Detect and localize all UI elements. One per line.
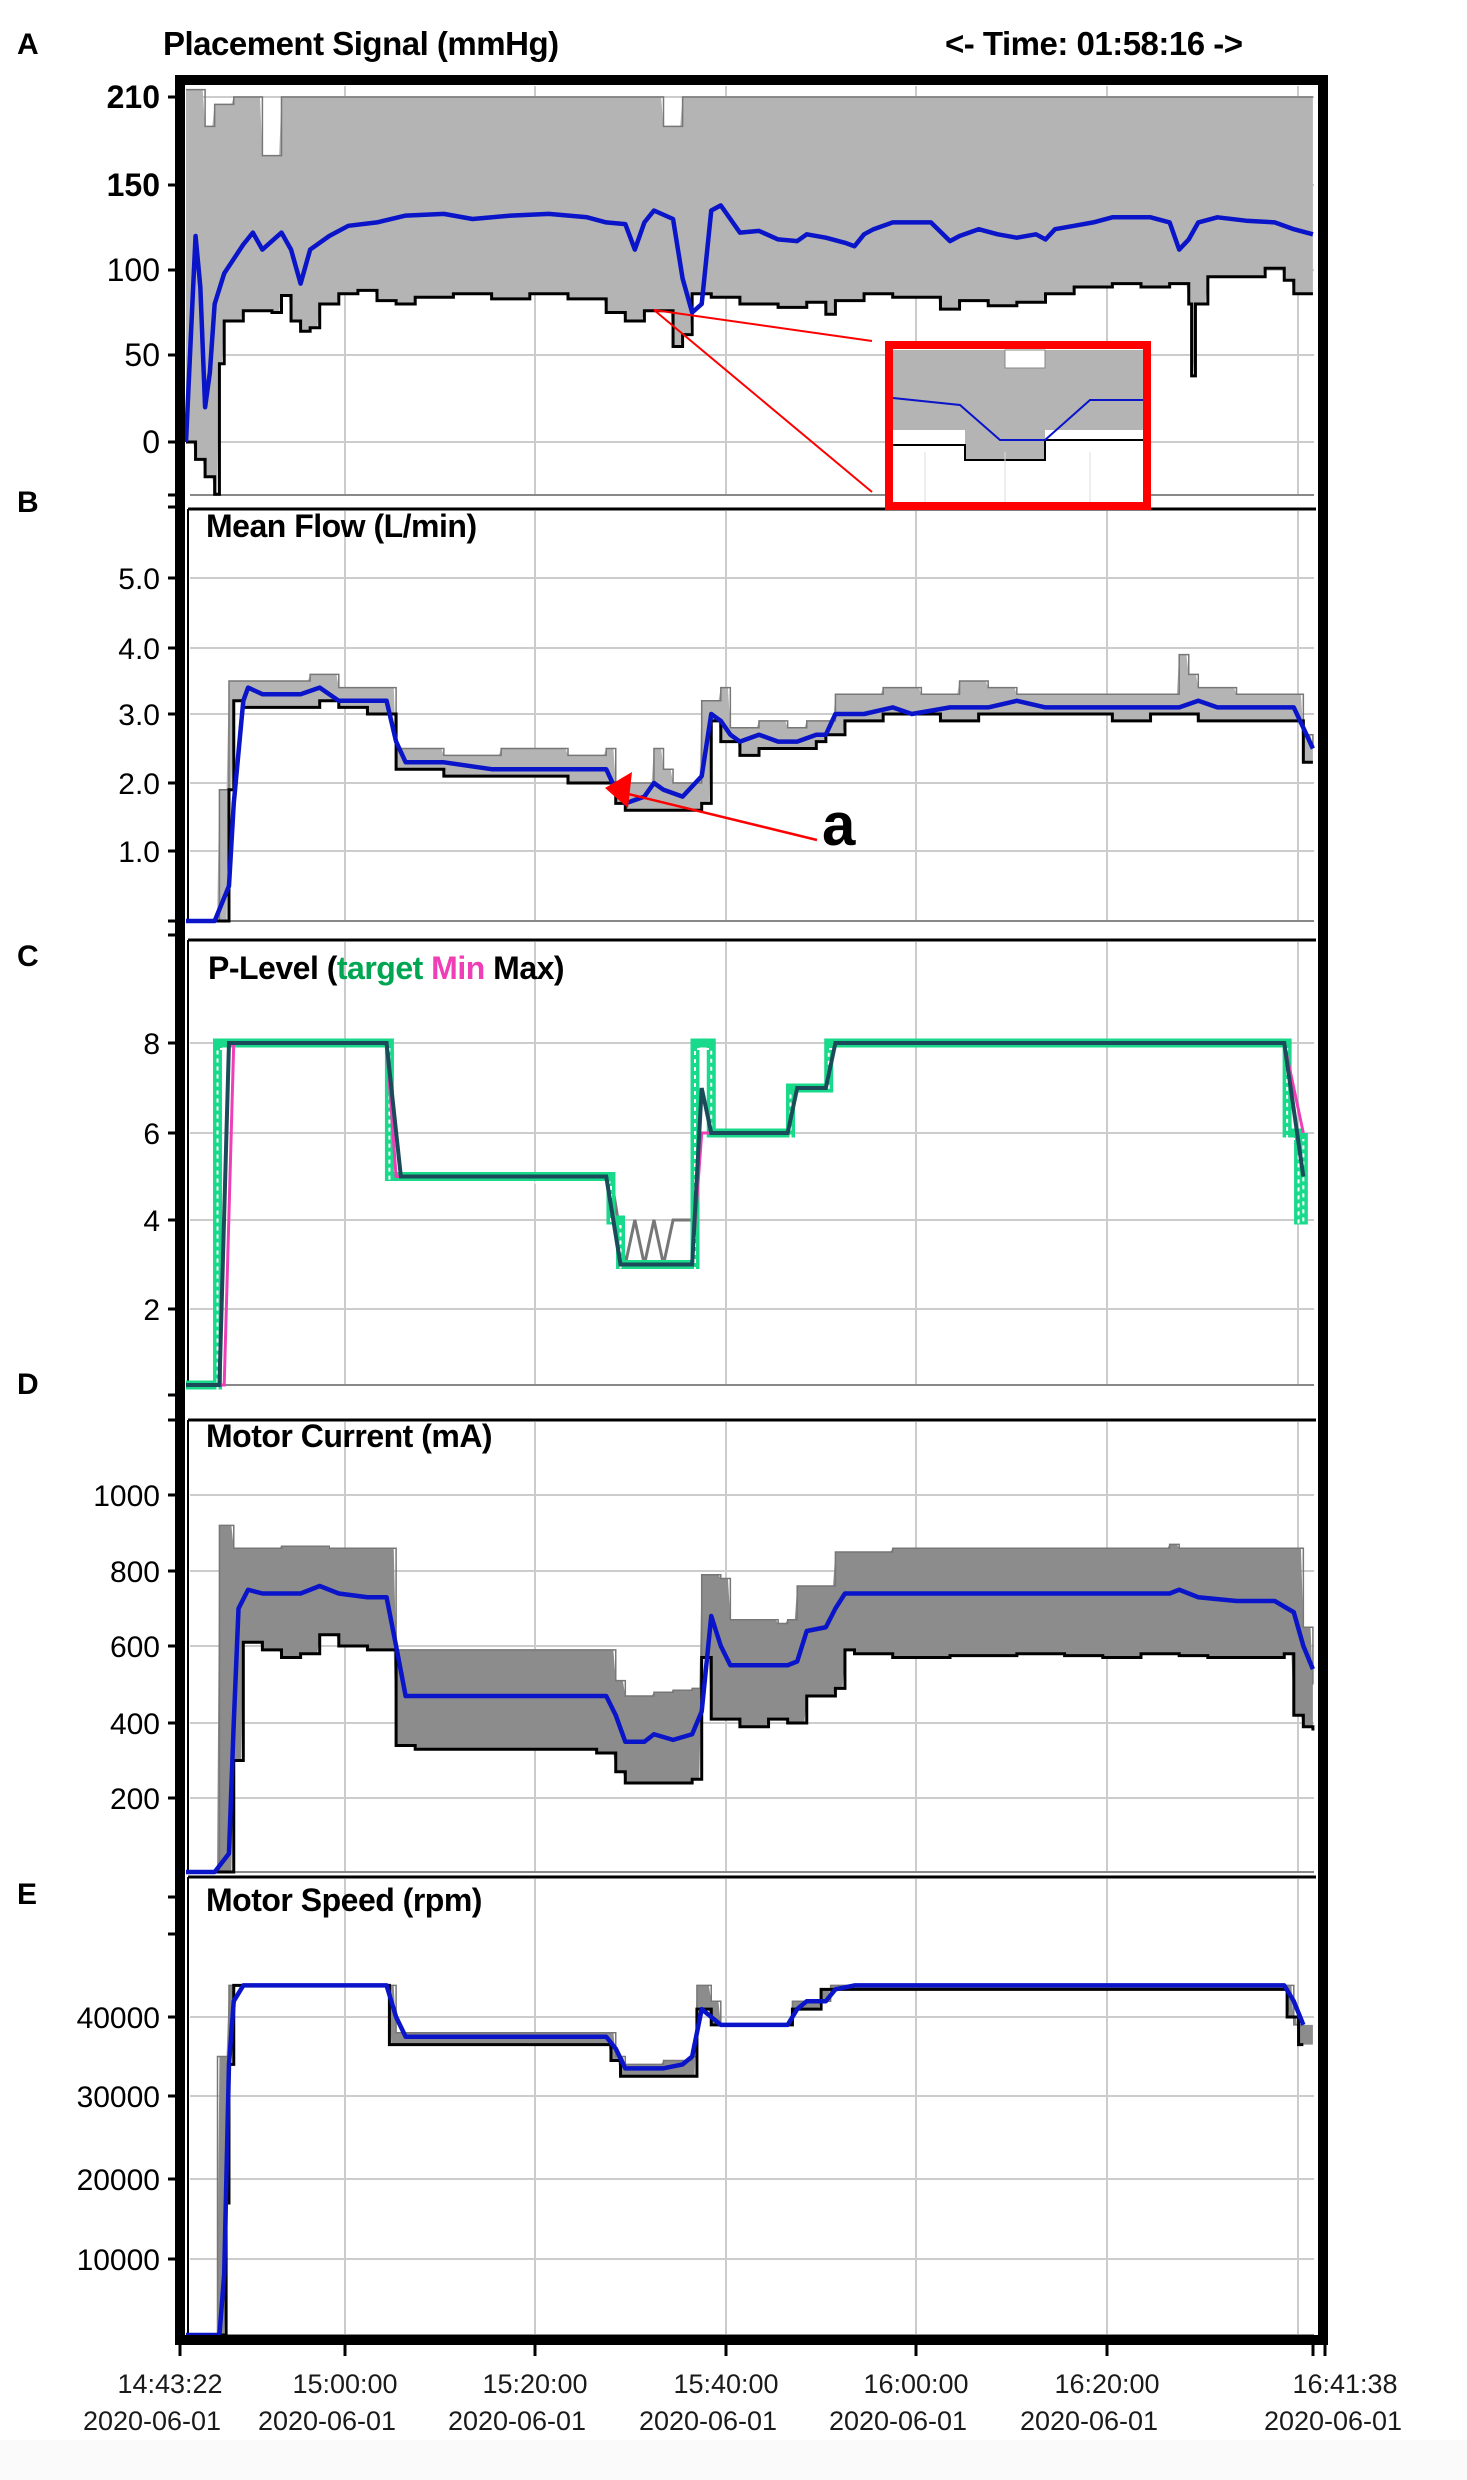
page-title: Placement Signal (mmHg) <box>163 25 559 62</box>
y-tick-label: 200 <box>110 1783 160 1816</box>
y-tick-label: 6 <box>143 1118 160 1151</box>
plevel-max-line <box>186 1041 1306 1387</box>
y-tick-label: 20000 <box>77 2164 160 2197</box>
panel-title-motor-speed: Motor Speed (rpm) <box>206 1882 482 1918</box>
x-tick-date: 2020-06-01 <box>1264 2406 1402 2436</box>
y-tick-label: 210 <box>107 79 160 115</box>
footer-strip <box>0 2440 1467 2480</box>
x-axis: 14:43:22 2020-06-01 15:00:00 2020-06-01 15:2… <box>83 2344 1402 2436</box>
panel-letter-d: D <box>17 1368 39 1401</box>
x-tick-time: 16:41:38 <box>1292 2369 1397 2399</box>
y-tick-label: 40000 <box>77 2002 160 2035</box>
x-tick-time: 15:40:00 <box>673 2369 778 2399</box>
panel-d: 200 400 600 800 1000 <box>93 1418 1316 1875</box>
min-line <box>186 1983 1304 2337</box>
plevel-target-line <box>186 1038 1308 1390</box>
inset-frame <box>885 341 1151 510</box>
y-tick-label: 50 <box>124 337 160 373</box>
x-tick-time: 16:00:00 <box>863 2369 968 2399</box>
range-band <box>186 89 1313 495</box>
y-tick-label: 3.0 <box>118 699 160 732</box>
min-line <box>186 1633 1315 1874</box>
plevel-min-line <box>186 1041 1305 1387</box>
y-tick-label: 8 <box>143 1028 160 1061</box>
time-navigator[interactable]: <- Time: 01:58:16 -> <box>945 25 1243 62</box>
mean-line <box>186 1983 1306 2338</box>
outer-frame <box>175 75 1328 2345</box>
x-tick-time: 15:20:00 <box>482 2369 587 2399</box>
x-tick-date: 2020-06-01 <box>1020 2406 1158 2436</box>
panel-letter-e: E <box>17 1878 38 1911</box>
plevel-actual-line <box>609 1176 693 1265</box>
legend-max: Max) <box>493 950 565 986</box>
panel-letter-b: B <box>17 486 39 519</box>
y-tick-label: 4 <box>143 1205 160 1238</box>
panel-e: 10000 20000 30000 40000 <box>77 1875 1316 2338</box>
y-tick-label: 2.0 <box>118 768 160 801</box>
panel-title-plevel: P-Level (target Min Max) <box>208 950 565 987</box>
range-band <box>186 1525 1313 1872</box>
legend-min: Min <box>431 950 485 986</box>
y-tick-label: 4.0 <box>118 633 160 666</box>
x-tick-date: 2020-06-01 <box>83 2406 221 2436</box>
x-tick-date: 2020-06-01 <box>448 2406 586 2436</box>
panel-letter-a: A <box>17 28 39 61</box>
mean-line <box>183 203 1314 443</box>
panel-a: 0 50 100 150 210 <box>107 79 1314 496</box>
y-tick-label: 1.0 <box>118 836 160 869</box>
x-tick-date: 2020-06-01 <box>258 2406 396 2436</box>
range-band <box>186 1985 1313 2335</box>
mean-line <box>186 685 1315 924</box>
y-tick-label: 2 <box>143 1294 160 1327</box>
y-tick-label: 0 <box>142 424 160 460</box>
panel-c: 2 4 6 8 <box>143 938 1316 1392</box>
x-tick-time: 15:00:00 <box>292 2369 397 2399</box>
panel-letter-c: C <box>17 940 39 973</box>
y-tick-label: 150 <box>107 167 160 203</box>
panel-title-mean-flow: Mean Flow (L/min) <box>206 508 477 544</box>
max-line <box>186 1984 1304 2336</box>
zoom-inset <box>653 309 1151 510</box>
y-tick-label: 400 <box>110 1708 160 1741</box>
mean-line <box>186 1583 1315 1875</box>
panel-title-motor-current: Motor Current (mA) <box>206 1418 493 1454</box>
y-tick-label: 800 <box>110 1556 160 1589</box>
y-tick-label: 600 <box>110 1631 160 1664</box>
x-tick-date: 2020-06-01 <box>639 2406 777 2436</box>
y-tick-label: 1000 <box>93 1480 160 1513</box>
max-line <box>186 653 1314 922</box>
annotation-label-a: a <box>822 791 856 858</box>
x-tick-date: 2020-06-01 <box>829 2406 967 2436</box>
legend-target: target <box>336 950 423 986</box>
y-tick-label: 5.0 <box>118 563 160 596</box>
y-tick-label: 30000 <box>77 2081 160 2114</box>
y-tick-label: 100 <box>107 252 160 288</box>
annotation-arrow-a <box>605 772 818 842</box>
x-tick-time: 14:43:22 <box>117 2369 222 2399</box>
plevel-prefix: P-Level ( <box>208 950 337 986</box>
panel-b: 1.0 2.0 3.0 4.0 5.0 <box>118 507 1316 924</box>
max-line <box>186 88 1313 157</box>
x-tick-time: 16:20:00 <box>1054 2369 1159 2399</box>
y-tick-label: 10000 <box>77 2244 160 2277</box>
